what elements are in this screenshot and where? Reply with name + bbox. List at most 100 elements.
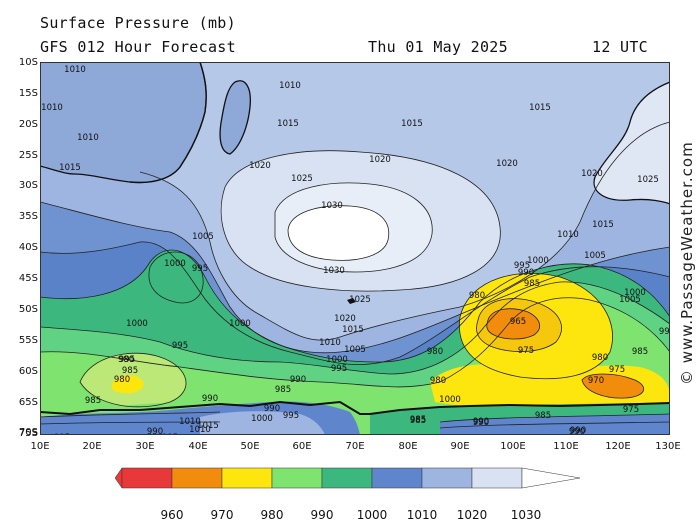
isobar-label: 990: [569, 427, 585, 435]
isobar-label: 990: [473, 417, 489, 427]
map-title: Surface Pressure (mb): [40, 14, 236, 32]
isobar-label: 1010: [319, 338, 341, 348]
legend-label: 960: [160, 508, 184, 522]
isobar-label: 1015: [342, 325, 364, 335]
lat-label: 75S: [18, 428, 38, 439]
isobar-label: 1010: [179, 417, 201, 427]
lat-label: 65S: [18, 397, 38, 408]
low-west-980: [111, 375, 144, 394]
isobar-label: 1000: [326, 355, 348, 365]
australia-land: [593, 81, 670, 205]
isobar-label: 1020: [496, 159, 518, 169]
isobar-label: 990: [264, 404, 280, 414]
isobar-label: 980: [592, 353, 608, 363]
isobar-label: 985: [535, 411, 551, 421]
isobar-label: 1000: [251, 414, 273, 424]
legend-swatch: [471, 467, 523, 489]
lon-label: 50E: [240, 441, 260, 452]
legend-swatch: [321, 467, 373, 489]
isobar-label: 1020: [581, 169, 603, 179]
lat-label: 50S: [18, 304, 38, 315]
lat-label: 60S: [18, 366, 38, 377]
legend-swatch: [271, 467, 323, 489]
isobar-label: 1025: [349, 295, 371, 305]
isobar-label: 990: [570, 426, 586, 435]
isobar-label: 1010: [64, 65, 86, 75]
isobar-label: 985: [632, 347, 648, 357]
legend-label: 990: [310, 508, 334, 522]
isobar-label: 995: [659, 327, 670, 337]
legend-label: 1000: [356, 508, 388, 522]
isobar-label: 985: [275, 385, 291, 395]
watermark-text: © www.PassageWeather.com: [678, 141, 696, 385]
legend-swatch: [121, 467, 173, 489]
isobar-label: 1020: [249, 161, 271, 171]
isobar-label: 980: [469, 291, 485, 301]
isobar-label: 1000: [439, 395, 461, 405]
lon-label: 90E: [450, 441, 470, 452]
legend-swatch: [421, 467, 473, 489]
isobar-label: 980: [114, 375, 130, 385]
isobar-label: 1015: [529, 103, 551, 113]
lon-label: 40E: [188, 441, 208, 452]
isobar-label: 990: [202, 394, 218, 404]
legend-swatch: [221, 467, 273, 489]
isobar-label: 995: [192, 264, 208, 274]
lat-label: 10S: [18, 57, 38, 68]
isobar-label: 1015: [59, 163, 81, 173]
isobar-label: 985: [122, 366, 138, 376]
isobar-label: 985: [85, 396, 101, 406]
legend-label: 1010: [406, 508, 438, 522]
lat-label: 25S: [18, 150, 38, 161]
lon-label: 100E: [500, 441, 526, 452]
madagascar: [219, 80, 251, 155]
lat-label: 40S: [18, 242, 38, 253]
map-frame: [40, 62, 670, 435]
isobar-label: 990: [147, 427, 163, 435]
lon-label: 60E: [292, 441, 312, 452]
isobar-label: 985: [410, 415, 426, 425]
pressure-legend: [115, 467, 581, 489]
isobar-label: 1005: [584, 251, 606, 261]
isobar-label: 1015: [592, 220, 614, 230]
isobar-label: 1010: [557, 230, 579, 240]
isobar-label: 1005: [344, 345, 366, 355]
lon-label: 80E: [398, 441, 418, 452]
isobar-label: 980: [118, 355, 134, 365]
isobar-label: 990: [518, 268, 534, 278]
legend-arrow-right: [521, 467, 581, 489]
isobar-label: 975: [609, 365, 625, 375]
legend-swatch: [371, 467, 423, 489]
isobar-label: 1025: [637, 175, 659, 185]
antarctic-coast: [40, 400, 670, 416]
forecast-date: Thu 01 May 2025: [368, 38, 508, 56]
isobar-label: 1015: [197, 421, 219, 431]
low-southeast-970: [582, 374, 644, 399]
isobar-label: 1000: [126, 319, 148, 329]
isobar-label: 1000: [229, 319, 251, 329]
isobar-label: 1015: [277, 119, 299, 129]
lat-label: 55S: [18, 335, 38, 346]
lat-label: 70S: [18, 427, 38, 438]
isobar-label: 1005: [619, 295, 641, 305]
legend-label: 970: [210, 508, 234, 522]
isobar-label: 1010: [279, 81, 301, 91]
isobar-label: 1000: [527, 256, 549, 266]
legend-label: 980: [260, 508, 284, 522]
lat-label: 35S: [18, 211, 38, 222]
legend-label: 1030: [510, 508, 542, 522]
isobar-label: 980: [427, 347, 443, 357]
lon-label: 130E: [655, 441, 681, 452]
isobar-label: 965: [510, 317, 526, 327]
lon-label: 120E: [605, 441, 631, 452]
isobar-label: 1010: [77, 133, 99, 143]
high-center: [288, 205, 389, 261]
africa-coast: [40, 62, 207, 184]
antarctica-high: [200, 411, 325, 435]
pressure-map: 1010 1010 1010 1015 1010 1015 1015 1015 …: [40, 62, 670, 435]
isobar-label: 985: [524, 279, 540, 289]
isobar-label: 975: [518, 346, 534, 356]
isobar-label: 1010: [41, 103, 63, 113]
isobar-label: 995: [283, 411, 299, 421]
lat-label: 15S: [18, 88, 38, 99]
